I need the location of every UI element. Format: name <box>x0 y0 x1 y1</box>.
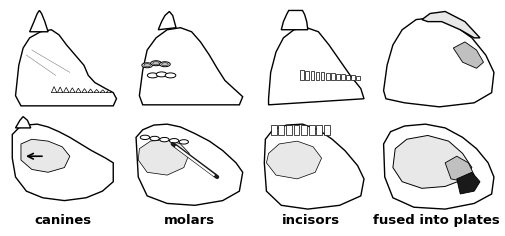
Polygon shape <box>70 88 75 93</box>
Polygon shape <box>326 73 330 80</box>
Text: canines: canines <box>34 214 92 227</box>
Polygon shape <box>311 71 314 80</box>
Polygon shape <box>158 12 176 30</box>
Polygon shape <box>64 87 69 93</box>
Polygon shape <box>384 17 494 107</box>
Polygon shape <box>393 135 472 188</box>
Polygon shape <box>293 125 299 135</box>
Polygon shape <box>306 71 309 80</box>
Polygon shape <box>453 42 483 68</box>
Polygon shape <box>331 73 335 80</box>
Polygon shape <box>16 117 31 128</box>
Circle shape <box>150 136 159 141</box>
Circle shape <box>156 72 167 77</box>
Polygon shape <box>321 72 324 80</box>
Circle shape <box>153 62 160 65</box>
Polygon shape <box>286 125 292 135</box>
Circle shape <box>165 73 176 78</box>
Circle shape <box>140 135 149 139</box>
Polygon shape <box>88 89 93 93</box>
Polygon shape <box>324 125 330 135</box>
Polygon shape <box>136 124 243 205</box>
Circle shape <box>144 64 150 67</box>
Polygon shape <box>76 88 81 93</box>
Circle shape <box>170 139 179 143</box>
Circle shape <box>162 63 168 66</box>
Polygon shape <box>139 28 243 105</box>
Polygon shape <box>52 87 57 93</box>
Polygon shape <box>12 124 113 201</box>
Circle shape <box>142 63 153 68</box>
Polygon shape <box>94 89 99 93</box>
Polygon shape <box>351 76 355 80</box>
Polygon shape <box>100 90 106 93</box>
Polygon shape <box>301 125 307 135</box>
Polygon shape <box>317 125 322 135</box>
Polygon shape <box>281 10 308 30</box>
Polygon shape <box>316 72 319 80</box>
Polygon shape <box>341 74 345 80</box>
Polygon shape <box>30 10 48 32</box>
Circle shape <box>160 62 170 67</box>
Polygon shape <box>271 125 277 135</box>
Circle shape <box>147 73 158 78</box>
Polygon shape <box>21 139 70 172</box>
Polygon shape <box>445 156 474 182</box>
Polygon shape <box>457 172 480 194</box>
Polygon shape <box>82 88 87 93</box>
Polygon shape <box>300 70 304 80</box>
Polygon shape <box>16 30 117 106</box>
Text: fused into plates: fused into plates <box>374 214 500 227</box>
Polygon shape <box>357 76 360 80</box>
Circle shape <box>179 140 188 144</box>
Text: molars: molars <box>164 214 215 227</box>
Polygon shape <box>138 139 189 175</box>
Polygon shape <box>346 75 350 80</box>
Polygon shape <box>336 74 340 80</box>
Circle shape <box>150 61 162 66</box>
Text: incisors: incisors <box>281 214 340 227</box>
Polygon shape <box>309 125 315 135</box>
Polygon shape <box>384 124 494 209</box>
Polygon shape <box>264 124 364 209</box>
Polygon shape <box>267 141 322 179</box>
Polygon shape <box>106 90 112 93</box>
Circle shape <box>160 137 169 142</box>
Polygon shape <box>278 125 284 135</box>
Polygon shape <box>422 12 480 38</box>
Polygon shape <box>269 28 364 105</box>
Polygon shape <box>58 87 63 93</box>
